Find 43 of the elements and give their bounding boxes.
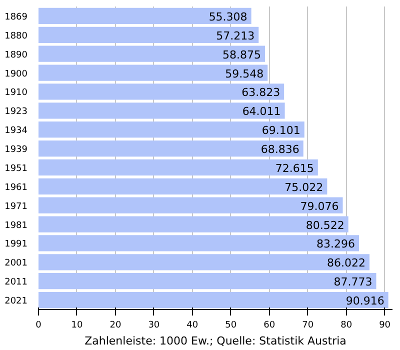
- x-axis-title: Zahlenleiste: 1000 Ew.; Quelle: Statistik Austria: [84, 334, 346, 348]
- y-tick-label: 1869: [4, 12, 28, 22]
- data-label: 57.213: [216, 29, 255, 42]
- x-tick-label: 80: [340, 320, 352, 330]
- y-tick-label: 1971: [4, 202, 28, 212]
- data-label: 64.011: [242, 105, 281, 118]
- data-label: 58.875: [222, 48, 262, 62]
- data-label: 68.836: [260, 143, 300, 156]
- y-tick-label: 1981: [4, 220, 28, 231]
- data-label: 59.548: [225, 67, 264, 80]
- x-tick-label: 60: [264, 320, 276, 330]
- x-tick-label: 20: [110, 320, 122, 330]
- y-tick-label: 2001: [4, 258, 28, 269]
- data-label: 86.022: [327, 256, 366, 270]
- data-label: 87.773: [334, 276, 372, 289]
- data-label: 75.022: [284, 180, 324, 194]
- data-label: 90.916: [346, 294, 384, 308]
- y-tick-label: 1890: [4, 50, 28, 60]
- data-label: 63.823: [242, 86, 280, 100]
- y-tick-label: 1934: [4, 126, 28, 136]
- y-tick-label: 1951: [4, 164, 28, 174]
- y-tick-label: 1910: [4, 88, 28, 98]
- x-tick-label: 0: [36, 320, 42, 330]
- y-tick-label: 2021: [4, 296, 28, 307]
- y-tick-label: 1961: [4, 182, 28, 193]
- x-tick-label: 40: [186, 320, 198, 330]
- data-label: 72.615: [275, 162, 314, 175]
- data-label: 69.101: [262, 124, 300, 138]
- x-tick-label: 50: [225, 320, 237, 330]
- y-tick-label: 2011: [4, 278, 28, 288]
- x-tick-label: 70: [302, 320, 314, 330]
- data-label: 80.522: [306, 218, 344, 232]
- x-tick-label: 90: [379, 320, 391, 330]
- data-label: 55.308: [208, 10, 248, 24]
- y-tick-label: 1900: [4, 69, 28, 80]
- x-tick-label: 10: [71, 320, 83, 330]
- y-tick-label: 1939: [4, 145, 28, 156]
- data-label: 83.296: [316, 238, 356, 251]
- y-tick-label: 1923: [4, 107, 28, 118]
- y-tick-label: 1880: [4, 31, 28, 42]
- x-tick-label: 30: [148, 320, 160, 330]
- data-label: 79.076: [300, 200, 339, 213]
- y-tick-label: 1991: [4, 240, 28, 250]
